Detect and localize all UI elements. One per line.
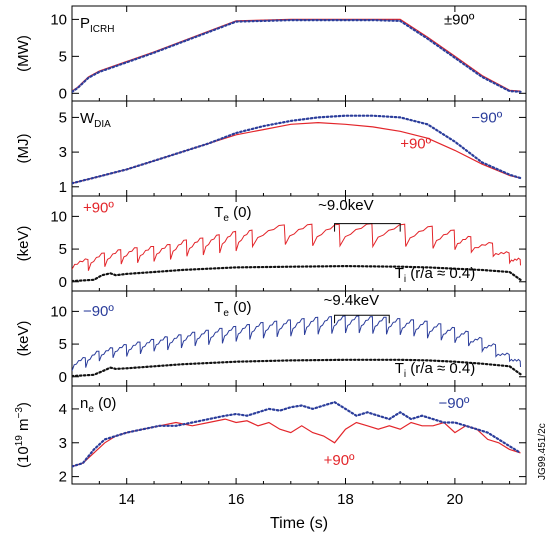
te-sawtooth-line-plus90 [72, 223, 521, 271]
panel-label: WDIA [80, 110, 111, 130]
plot-area [72, 223, 522, 283]
panel-5-frame [71, 385, 527, 485]
y-tick-label: 10 [50, 208, 67, 225]
y-axis-label: (keV) [15, 321, 32, 357]
plot-area [72, 114, 522, 185]
y-tick-label: 5 [59, 48, 67, 65]
panel-label: PICRH [80, 15, 114, 35]
annotation: −90º [471, 110, 502, 127]
y-tick-label: 2 [59, 469, 67, 486]
plot-area [72, 18, 522, 93]
panel-5: 2 3 4 (1019 m−3) ne (0) −90º +90º 14 16 18 20 Time … [14, 385, 527, 532]
x-tick-label: 18 [337, 491, 354, 508]
annotation: +90º [324, 452, 355, 469]
x-tick-label: 16 [228, 491, 245, 508]
series-line-ti [72, 358, 522, 378]
y-tick-label: 0 [59, 369, 67, 386]
annotation: −90º [438, 395, 469, 412]
annotation: Te (0) [214, 204, 251, 224]
series-line-plus90 [72, 121, 521, 184]
y-axis-label: (MJ) [15, 134, 32, 164]
annotation: ±90º [444, 12, 475, 29]
y-tick-label: 0 [59, 85, 67, 102]
plot-area [72, 315, 522, 378]
x-tick-label: 20 [447, 491, 464, 508]
series-line-minus90 [72, 114, 522, 185]
y-axis-label: (keV) [15, 226, 32, 262]
y-axis-label: (1019 m−3) [14, 402, 32, 468]
y-tick-label: 5 [59, 336, 67, 353]
peak-bracket [334, 314, 390, 324]
annotation: Ti (r/a ≈ 0.4) [395, 360, 476, 380]
annotation: −90º [83, 303, 114, 320]
series-line-plus90 [72, 18, 521, 92]
annotation: ~9.4keV [324, 292, 379, 309]
y-tick-label: 10 [50, 11, 67, 28]
annotation: ~9.0keV [318, 197, 373, 214]
y-tick-label: 5 [59, 241, 67, 258]
y-tick-label: 5 [59, 109, 67, 126]
peak-bracket [334, 223, 401, 232]
annotation: +90º [400, 136, 431, 153]
y-tick-label: 10 [50, 303, 67, 320]
y-axis-label: (MW) [15, 35, 32, 72]
annotation: +90º [83, 199, 114, 216]
panel-3: 0 5 10 (keV) +90º Te (0) ~9.0keV Ti (r/a ≈ 0.4) [15, 195, 527, 292]
y-tick-label: 1 [59, 179, 67, 196]
figure-code: JG99.451/2c [537, 423, 548, 480]
x-axis-label: Time (s) [270, 515, 328, 532]
y-tick-label: 3 [59, 435, 67, 452]
y-tick-label: 3 [59, 144, 67, 161]
annotation: Ti (r/a ≈ 0.4) [395, 265, 476, 285]
x-tick-label: 14 [118, 491, 135, 508]
panel-1: 0 5 10 (MW) PICRH ±90º [15, 5, 527, 102]
series-line-minus90 [72, 401, 522, 468]
series-line-plus90 [72, 418, 521, 468]
series-line-minus90 [72, 19, 522, 93]
te-sawtooth-line-minus90 [72, 315, 521, 372]
y-tick-label: 4 [59, 401, 67, 418]
panel-4: 0 5 10 (keV) −90º Te (0) ~9.4keV Ti (r/a ≈ 0.4) [15, 290, 527, 387]
panel-2-frame [71, 100, 527, 197]
panel-2: 1 3 5 (MJ) WDIA −90º +90º [15, 100, 527, 197]
annotation: Te (0) [214, 299, 251, 319]
panel-label: ne (0) [80, 395, 116, 415]
plot-area [72, 401, 522, 468]
y-tick-label: 0 [59, 274, 67, 291]
series-line-ti [72, 264, 522, 283]
